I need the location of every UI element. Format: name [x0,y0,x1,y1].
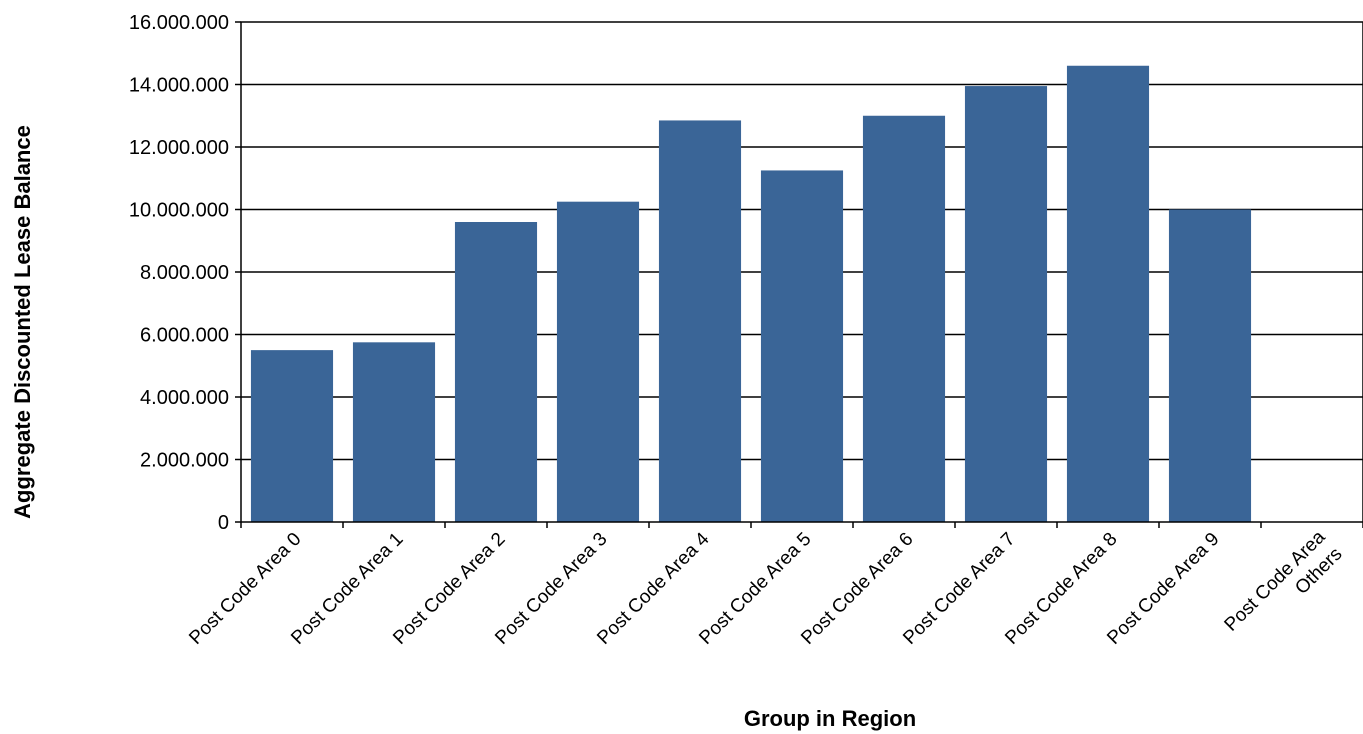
x-tick-label: Post Code Area 0 [185,529,305,649]
x-tick-label: Post Code Area 2 [389,529,509,649]
y-tick-label: 8.000.000 [140,262,229,284]
bar [556,201,640,522]
bar [1066,65,1150,522]
bar [352,342,436,522]
bar [454,222,538,522]
y-tick-label: 10.000.000 [129,200,229,222]
bar [1168,209,1252,522]
y-tick-label: 14.000.000 [129,75,229,97]
bar [760,170,844,522]
x-tick-label: Post Code Area 4 [593,528,713,648]
x-tick-label: Post Code Area 5 [695,529,815,649]
y-tick-label: 2.000.000 [140,450,229,472]
bars [250,65,1252,522]
x-tick-label: Post Code Area 1 [287,529,407,649]
y-tick-label: 16.000.000 [129,12,229,34]
x-tick-label: Post Code Area 6 [797,529,917,649]
y-tick-label: 6.000.000 [140,325,229,347]
y-tick-label: 4.000.000 [140,387,229,409]
y-axis-ticks: 0 2.000.000 4.000.000 6.000.000 8.000.000 10.… [129,12,241,534]
y-axis-title: Aggregate Discounted Lease Balance [10,125,35,519]
bar [964,86,1048,522]
x-axis-title: Group in Region [744,706,916,731]
x-tick-label: Post Code Area 7 [899,529,1019,649]
bar [658,120,742,522]
x-tick-label: Post Code Area 8 [1001,529,1121,649]
x-tick-label: Post Code Area 3 [491,529,611,649]
y-tick-label: 0 [218,512,229,534]
x-tick-label: Post Code Area 9 [1103,529,1223,649]
bar [250,350,334,522]
x-tick-label: Post Code AreaOthers [1221,526,1347,652]
bar [862,115,946,522]
y-tick-label: 12.000.000 [129,137,229,159]
